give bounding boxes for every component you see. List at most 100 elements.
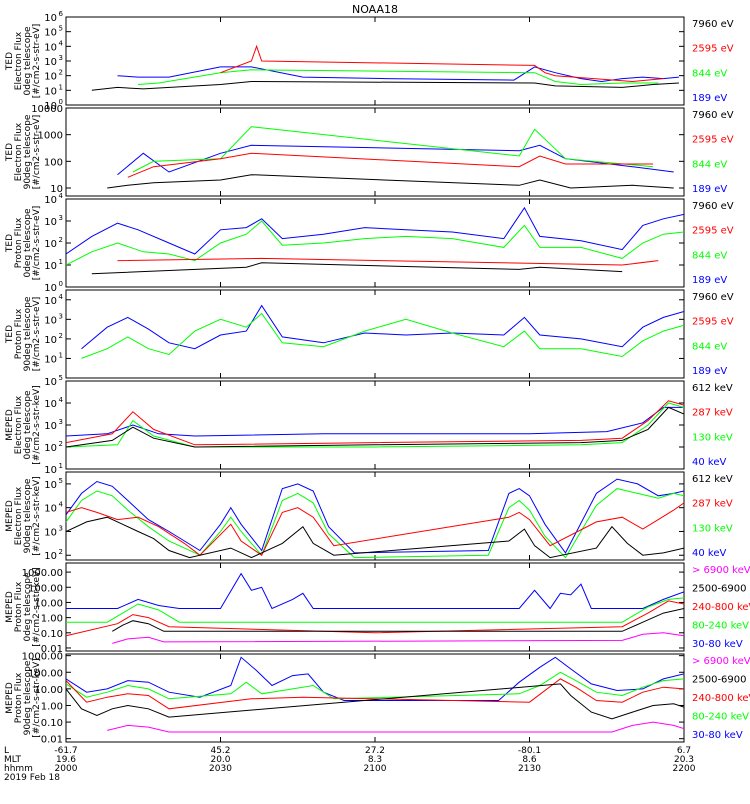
y-tick-exponent: 3 <box>59 524 63 532</box>
x-tick-label-l: -61.7 <box>54 746 77 756</box>
x-tick-label-mlt: 8.3 <box>368 755 382 765</box>
legend-entry: > 6900 keV <box>692 565 750 576</box>
series-line-4 <box>112 608 684 632</box>
y-tick-label: 1000 <box>38 131 63 142</box>
x-tick-label-mlt: 19.6 <box>56 755 76 765</box>
x-tick-label-mlt: 8.6 <box>522 755 537 765</box>
legend-entry: 612 keV <box>692 474 733 485</box>
y-tick-label: 10 <box>44 551 57 562</box>
panel-frame <box>65 562 685 652</box>
series-line-3 <box>66 600 684 637</box>
series-line-4 <box>66 516 684 559</box>
y-tick-label: 0.10 <box>41 718 63 729</box>
y-tick-label: 1.00 <box>41 701 63 712</box>
series-group <box>81 304 684 359</box>
y-axis-label: [#/cm2-s-str-keV] <box>32 385 42 464</box>
y-axis-label: Electron Flux <box>14 31 24 90</box>
panel-2: 10 100 1000 10000 TED Electron Flux 90deg tele… <box>5 104 734 197</box>
legend-entry: 30-80 keV <box>692 730 743 741</box>
legend-entry: 240-800 keV <box>692 693 750 704</box>
y-axis-label: [#/cm2-s-str-eV] <box>32 24 42 99</box>
series-line-2 <box>66 488 684 559</box>
y-tick-label: 10 <box>44 335 57 346</box>
y-tick-exponent: 6 <box>59 10 64 18</box>
series-line-3 <box>127 152 654 178</box>
series-line-2 <box>138 69 659 86</box>
x-tick-label-hhmm: 2000 <box>55 764 78 774</box>
y-tick-label: 10 <box>44 354 57 365</box>
x-tick-label-mlt: 20.0 <box>210 755 230 765</box>
y-axis-label: 0deg telescope <box>23 390 33 460</box>
y-tick-exponent: 1 <box>59 351 63 359</box>
y-tick-label: 10 <box>44 421 57 432</box>
series-line-2 <box>66 402 684 448</box>
legend-entry: 287 keV <box>692 408 733 419</box>
legend-entry: > 6900 keV <box>692 656 750 667</box>
y-axis-label: 90deg telescope <box>23 296 33 371</box>
y-tick-label: 10 <box>44 239 57 250</box>
x-row-label: L <box>4 746 9 756</box>
y-tick-label: 10 <box>44 527 57 538</box>
x-tick-label-hhmm: 2100 <box>364 764 387 774</box>
x-row-label: hhmm <box>4 764 33 774</box>
legend-entry: 844 eV <box>692 250 727 261</box>
y-tick-label: 10 <box>44 101 57 112</box>
y-tick-exponent: 4 <box>59 396 64 404</box>
y-tick-label: 10 <box>44 42 57 53</box>
y-tick-exponent: 4 <box>59 192 64 200</box>
series-line-2 <box>66 597 684 623</box>
y-tick-label: 1000.00 <box>22 568 63 579</box>
y-tick-label: 0.01 <box>41 644 63 655</box>
y-axis-label: [#/cm2-s-str-keV] <box>32 567 42 646</box>
y-tick-exponent: 0 <box>59 98 63 106</box>
legend-entry: 189 eV <box>692 184 727 195</box>
x-tick-label-hhmm: 2130 <box>518 764 541 774</box>
series-line-4 <box>66 406 684 448</box>
legend-entry: 80-240 keV <box>692 712 749 723</box>
y-axis-label: MEPED <box>5 409 15 441</box>
legend-entry: 189 eV <box>692 366 727 377</box>
y-axis-label: MEPED <box>5 682 15 714</box>
y-tick-label: 10 <box>44 377 57 388</box>
y-axis-label: Proton Flux <box>14 581 24 632</box>
y-tick-label: 10 <box>44 283 57 294</box>
y-tick-label: 10 <box>44 504 57 515</box>
legend-entry: 844 eV <box>692 68 727 79</box>
y-tick-label: 100.00 <box>28 668 63 679</box>
date-label: 2019 Feb 18 <box>4 773 60 783</box>
y-tick-label: 10 <box>44 399 57 410</box>
x-tick-label-hhmm: 2200 <box>673 764 696 774</box>
y-axis-label: [#/cm2-s-str-eV] <box>32 115 42 190</box>
series-line-3 <box>66 502 684 556</box>
y-axis-label: [#/cm2-s-str-eV] <box>32 297 42 372</box>
y-tick-exponent: 3 <box>59 418 63 426</box>
y-tick-exponent: 3 <box>59 214 63 222</box>
y-tick-exponent: 1 <box>59 83 63 91</box>
legend-entry: 844 eV <box>692 159 727 170</box>
series-line-1 <box>66 406 684 437</box>
y-tick-label: 1000.00 <box>22 652 63 663</box>
series-group <box>66 400 684 448</box>
y-axis-label: 90deg telescope <box>23 478 33 553</box>
y-tick-label: 10.00 <box>34 685 63 696</box>
legend-entry: 2500-6900 <box>692 675 747 686</box>
y-tick-label: 10 <box>44 195 57 206</box>
y-axis-label: [#/cm2-s-str-keV] <box>32 476 42 555</box>
panel-frame <box>65 16 685 106</box>
x-tick-label-l: -80.1 <box>518 746 541 756</box>
series-line-2 <box>81 312 684 359</box>
y-tick-label: 10 <box>44 72 57 83</box>
y-tick-label: 10 <box>44 261 57 272</box>
series-line-1 <box>66 572 684 610</box>
series-line-1 <box>117 66 679 83</box>
y-tick-label: 100 <box>44 157 63 168</box>
legend-entry: 844 eV <box>692 341 727 352</box>
y-axis-label: 0deg telescope <box>23 26 33 96</box>
y-tick-label: 10 <box>44 57 57 68</box>
legend-entry: 240-800 keV <box>692 602 750 613</box>
legend-entry: 40 keV <box>692 548 726 559</box>
